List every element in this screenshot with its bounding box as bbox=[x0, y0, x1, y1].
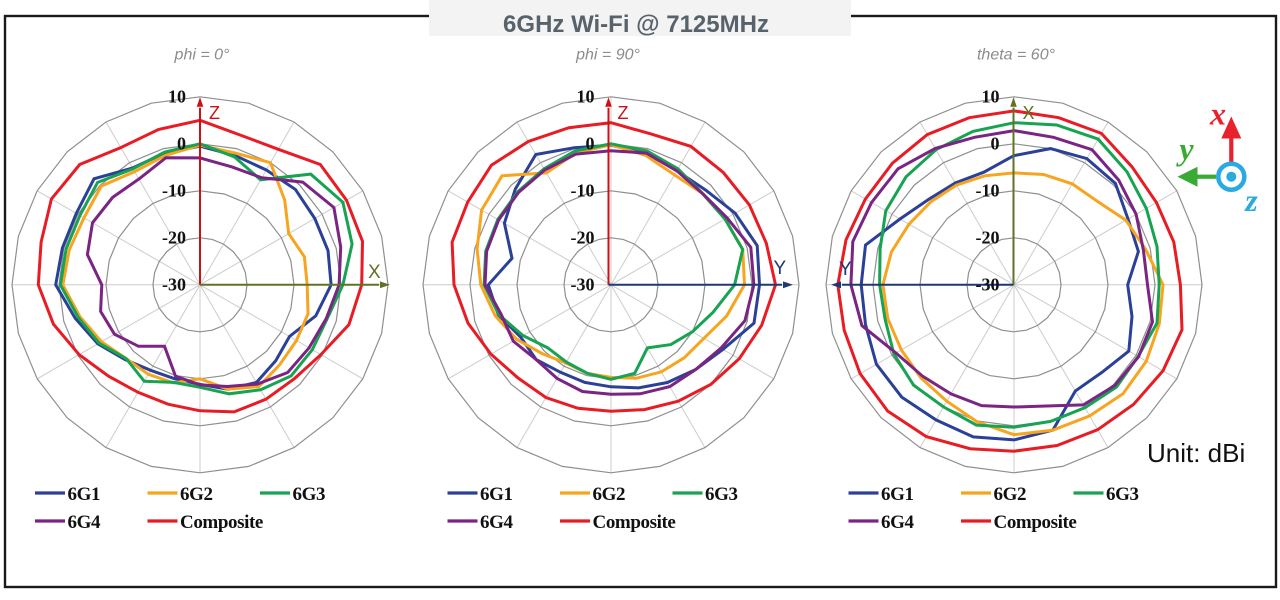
svg-text:-20: -20 bbox=[162, 227, 186, 247]
svg-text:Y: Y bbox=[774, 258, 787, 279]
svg-text:6G2: 6G2 bbox=[180, 484, 213, 505]
svg-text:10: 10 bbox=[982, 86, 1000, 106]
svg-text:z: z bbox=[1244, 182, 1258, 218]
svg-text:6G3: 6G3 bbox=[705, 484, 738, 505]
svg-text:-20: -20 bbox=[976, 227, 1000, 247]
svg-text:-20: -20 bbox=[571, 227, 595, 247]
svg-text:y: y bbox=[1175, 131, 1194, 167]
svg-text:0: 0 bbox=[991, 133, 1000, 153]
svg-text:6G4: 6G4 bbox=[68, 512, 101, 533]
svg-text:6GHz Wi-Fi @ 7125MHz: 6GHz Wi-Fi @ 7125MHz bbox=[503, 11, 769, 38]
svg-text:-30: -30 bbox=[571, 274, 595, 294]
svg-text:-10: -10 bbox=[976, 180, 1000, 200]
svg-text:X: X bbox=[1023, 103, 1035, 123]
svg-text:Composite: Composite bbox=[180, 512, 263, 533]
svg-text:x: x bbox=[1209, 96, 1226, 132]
svg-text:phi = 90°: phi = 90° bbox=[575, 47, 640, 64]
svg-text:Z: Z bbox=[618, 103, 629, 123]
svg-text:theta = 60°: theta = 60° bbox=[977, 47, 1056, 64]
svg-text:6G1: 6G1 bbox=[480, 484, 513, 505]
svg-text:-30: -30 bbox=[976, 274, 1000, 294]
svg-text:-30: -30 bbox=[162, 274, 186, 294]
svg-text:Unit: dBi: Unit: dBi bbox=[1147, 438, 1245, 468]
svg-text:-10: -10 bbox=[571, 180, 595, 200]
svg-text:6G4: 6G4 bbox=[480, 512, 513, 533]
svg-text:6G3: 6G3 bbox=[1106, 484, 1139, 505]
svg-text:0: 0 bbox=[177, 133, 186, 153]
svg-text:0: 0 bbox=[586, 133, 595, 153]
svg-text:6G4: 6G4 bbox=[881, 512, 914, 533]
svg-text:Z: Z bbox=[209, 103, 220, 123]
svg-text:10: 10 bbox=[168, 86, 186, 106]
svg-text:6G1: 6G1 bbox=[68, 484, 101, 505]
svg-text:Composite: Composite bbox=[593, 512, 676, 533]
svg-text:Composite: Composite bbox=[994, 512, 1077, 533]
svg-text:phi = 0°: phi = 0° bbox=[174, 47, 230, 64]
svg-text:10: 10 bbox=[577, 86, 595, 106]
svg-text:Y: Y bbox=[839, 259, 852, 280]
svg-text:-10: -10 bbox=[162, 180, 186, 200]
svg-text:6G2: 6G2 bbox=[994, 484, 1027, 505]
svg-text:6G1: 6G1 bbox=[881, 484, 914, 505]
svg-text:X: X bbox=[368, 262, 381, 283]
svg-text:6G3: 6G3 bbox=[293, 484, 326, 505]
svg-text:6G2: 6G2 bbox=[593, 484, 626, 505]
